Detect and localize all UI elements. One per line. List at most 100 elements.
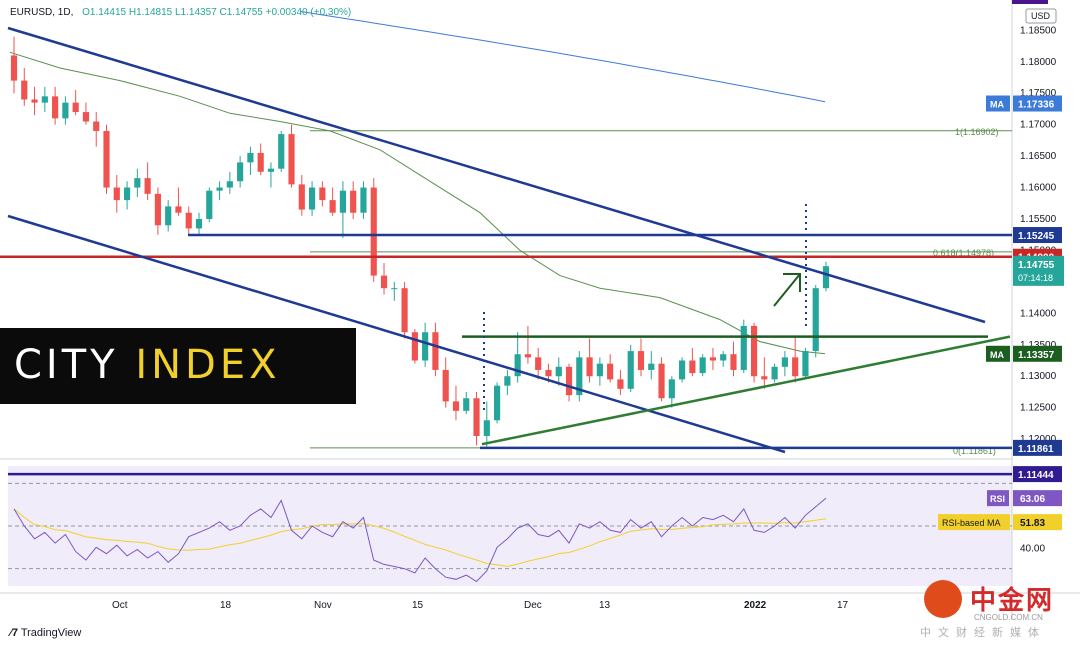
candle-body xyxy=(247,152,254,163)
candle-body xyxy=(422,332,429,361)
symbol-label[interactable]: EURUSD, 1D, xyxy=(10,7,74,18)
fib-0-label: 0(1.11861) xyxy=(953,446,996,456)
candle-body xyxy=(494,385,501,421)
y-tick-label: 1.14000 xyxy=(1020,308,1057,319)
price-label-111444: 1.11444 xyxy=(1018,470,1054,481)
chart-header: EURUSD, 1D, O1.14415 H1.14815 L1.14357 C… xyxy=(10,7,357,18)
candle-body xyxy=(761,376,768,380)
ma50-value-label-bg xyxy=(1013,345,1062,362)
ma200-line xyxy=(299,10,826,103)
y-tick-label: 1.13500 xyxy=(1020,340,1057,351)
candle-body xyxy=(514,354,521,377)
candle-body xyxy=(535,357,542,370)
candle-body xyxy=(617,379,624,389)
candle-body xyxy=(648,363,655,370)
y-tick-label: 1.18500 xyxy=(1020,25,1057,36)
candle-body xyxy=(627,351,634,389)
candle-body xyxy=(52,96,59,119)
x-tick-label: Dec xyxy=(524,600,542,611)
candle-body xyxy=(288,134,295,185)
cngold-title: 中金网 xyxy=(970,586,1055,616)
y-tick-label: 1.13000 xyxy=(1020,371,1057,382)
target-arrow-shaft xyxy=(773,273,801,307)
brand-city: CITY xyxy=(14,342,119,388)
ascending-support-line xyxy=(481,335,1011,446)
rsi-ma-tag: RSI-based MA xyxy=(942,518,1001,528)
candle-body xyxy=(524,354,532,358)
ma50-tag-bg xyxy=(986,345,1010,362)
candle-body xyxy=(781,357,788,367)
price-label-111861-bg xyxy=(1013,439,1062,456)
x-tick-label: 18 xyxy=(220,600,232,611)
candle-body xyxy=(596,363,603,377)
candle-body xyxy=(175,206,182,213)
last-price-label: 1.14755 xyxy=(1018,260,1055,271)
cngold-watermark: 中金网 CNGOLD.COM.CN 中文财经新媒体 xyxy=(920,576,1080,646)
candle-body xyxy=(709,357,717,361)
price-label-115245-bg xyxy=(1013,227,1062,244)
y-tick-label: 1.16000 xyxy=(1020,183,1057,194)
x-tick-label: Nov xyxy=(314,600,332,611)
ma50-line xyxy=(9,51,826,355)
city-index-logo: CITY INDEX xyxy=(0,328,356,404)
candle-body xyxy=(339,190,346,213)
candle-body xyxy=(319,187,326,201)
ohlc-readout: O1.14415 H1.14815 L1.14357 C1.14755 +0.0… xyxy=(82,7,352,18)
candle-body xyxy=(195,218,203,229)
candle-body xyxy=(144,178,151,194)
brand-index: INDEX xyxy=(135,342,281,388)
candle-body xyxy=(473,398,480,436)
tradingview-credit[interactable]: ⁄7 TradingView xyxy=(10,627,81,639)
candle-body xyxy=(668,379,675,399)
candle-body xyxy=(226,181,233,188)
ma200-tag-bg xyxy=(986,95,1010,112)
y-tick-label: 1.18000 xyxy=(1020,57,1057,68)
candle-body xyxy=(432,332,439,370)
candle-body xyxy=(812,288,819,352)
candle-body xyxy=(370,187,377,276)
candle-body xyxy=(637,351,645,370)
ma50-tag: MA xyxy=(990,350,1004,360)
x-tick-label: 15 xyxy=(412,600,424,611)
rsi-tag-bg xyxy=(987,490,1009,507)
candle-body xyxy=(62,102,69,119)
target-arrow-head xyxy=(783,273,801,292)
tradingview-label: TradingView xyxy=(20,627,82,639)
price-label-111861: 1.11861 xyxy=(1018,444,1054,455)
ma200-value-label-bg xyxy=(1013,95,1062,112)
ma50-value-label: 1.13357 xyxy=(1018,350,1055,361)
candle-body xyxy=(452,401,460,411)
candle-body xyxy=(679,360,686,380)
candle-body xyxy=(565,366,573,396)
downtrend-lower xyxy=(7,214,786,454)
y-tick-label: 1.12500 xyxy=(1020,403,1057,414)
candle-body xyxy=(555,366,562,377)
rsi-ma-value-label: 51.83 xyxy=(1020,518,1045,529)
brand-text: CITY INDEX xyxy=(14,342,281,388)
candle-body xyxy=(771,366,778,380)
candle-body xyxy=(103,130,110,188)
candle-body xyxy=(607,363,614,380)
candle-body xyxy=(411,332,418,361)
rsi-ma-tag-bg xyxy=(938,514,1010,531)
rsi-tick-40: 40.00 xyxy=(1020,543,1045,554)
y-tick-label: 1.12000 xyxy=(1020,434,1057,445)
fib-1-label: 1(1.16902) xyxy=(955,127,999,137)
y-tick-label: 1.17000 xyxy=(1020,120,1057,131)
rsi-value-label: 63.06 xyxy=(1020,494,1045,505)
candle-body xyxy=(72,102,79,113)
candle-body xyxy=(463,398,470,411)
rsi-ma-line xyxy=(13,508,827,567)
candle-body xyxy=(329,200,336,213)
price-label-111444-bg xyxy=(1013,466,1062,483)
candle-body xyxy=(720,354,727,361)
candle-body xyxy=(216,187,223,191)
rsi-line xyxy=(13,497,827,583)
candle-body xyxy=(308,187,316,210)
last-price-bg xyxy=(1013,255,1064,286)
candle-body xyxy=(750,325,758,377)
candle-body xyxy=(267,168,275,172)
candle-body xyxy=(134,178,141,188)
candle-body xyxy=(545,369,552,377)
